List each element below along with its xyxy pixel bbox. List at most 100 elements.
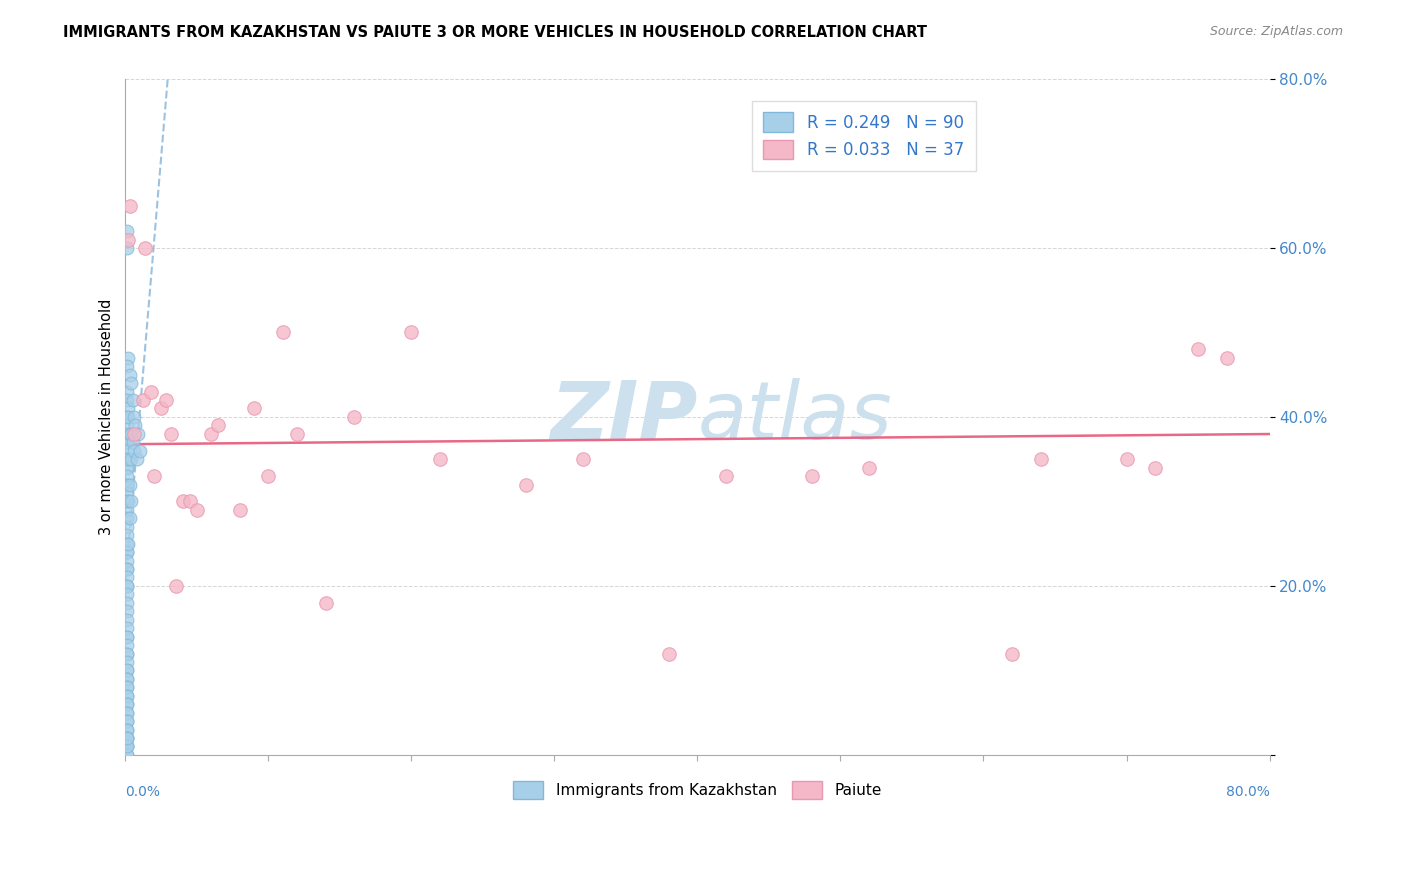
Point [155,392,177,407]
Point [117,494,139,508]
Point [120,452,142,467]
Point [160,426,183,441]
Point [115,536,138,550]
Point [115,528,138,542]
Text: Source: ZipAtlas.com: Source: ZipAtlas.com [1209,25,1343,38]
Point [118,368,141,382]
Point [117,536,139,550]
Point [200,426,222,441]
Point [115,681,138,695]
Point [131,392,153,407]
Point [115,747,138,762]
Point [115,723,138,737]
Point [115,579,138,593]
Point [143,469,166,483]
Point [115,747,138,762]
Point [134,241,156,255]
Point [115,714,138,728]
Point [115,630,138,644]
Point [186,503,208,517]
Point [115,689,138,703]
Point [115,672,138,686]
Point [118,511,141,525]
Point [115,545,138,559]
Point [115,562,138,576]
Point [115,638,138,652]
Point [115,630,138,644]
Point [122,426,145,441]
Text: 80.0%: 80.0% [1226,786,1270,799]
Point [1001,647,1024,661]
Point [115,409,138,424]
Point [115,697,138,711]
Point [115,587,138,601]
Point [1215,351,1237,365]
Point [115,452,138,467]
Point [141,384,163,399]
Point [115,460,138,475]
Point [115,477,138,491]
Point [117,409,139,424]
Point [1029,452,1052,467]
Point [115,435,138,450]
Point [115,545,138,559]
Point [1115,452,1137,467]
Point [179,494,201,508]
Point [115,664,138,678]
Point [229,503,252,517]
Point [118,199,141,213]
Point [115,655,138,669]
Text: atlas: atlas [697,378,893,456]
Point [115,739,138,754]
Point [285,426,308,441]
Point [117,351,139,365]
Point [243,401,266,416]
Point [1144,460,1167,475]
Point [118,426,141,441]
Point [115,621,138,635]
Point [115,731,138,745]
Point [115,596,138,610]
Point [429,452,451,467]
Point [117,452,139,467]
Point [115,647,138,661]
Point [115,469,138,483]
Point [115,706,138,720]
Legend: Immigrants from Kazakhstan, Paiute: Immigrants from Kazakhstan, Paiute [506,775,889,805]
Point [115,689,138,703]
Point [115,647,138,661]
Point [115,681,138,695]
Point [115,553,138,567]
Point [515,477,537,491]
Text: IMMIGRANTS FROM KAZAKHSTAN VS PAIUTE 3 OR MORE VEHICLES IN HOUSEHOLD CORRELATION: IMMIGRANTS FROM KAZAKHSTAN VS PAIUTE 3 O… [63,25,928,40]
Point [117,401,139,416]
Point [125,452,148,467]
Point [117,233,139,247]
Point [115,359,138,374]
Point [115,443,138,458]
Point [572,452,595,467]
Point [121,435,143,450]
Point [165,579,187,593]
Point [115,418,138,433]
Text: 0.0%: 0.0% [125,786,160,799]
Point [120,426,142,441]
Point [115,384,138,399]
Point [115,739,138,754]
Point [115,460,138,475]
Point [271,326,294,340]
Point [115,697,138,711]
Point [122,409,145,424]
Point [207,418,229,433]
Point [1187,343,1209,357]
Point [115,241,138,255]
Point [120,376,142,391]
Point [115,604,138,618]
Point [127,426,149,441]
Point [121,392,143,407]
Point [315,596,337,610]
Point [122,443,145,458]
Point [115,435,138,450]
Text: ZIP: ZIP [550,378,697,456]
Point [658,647,681,661]
